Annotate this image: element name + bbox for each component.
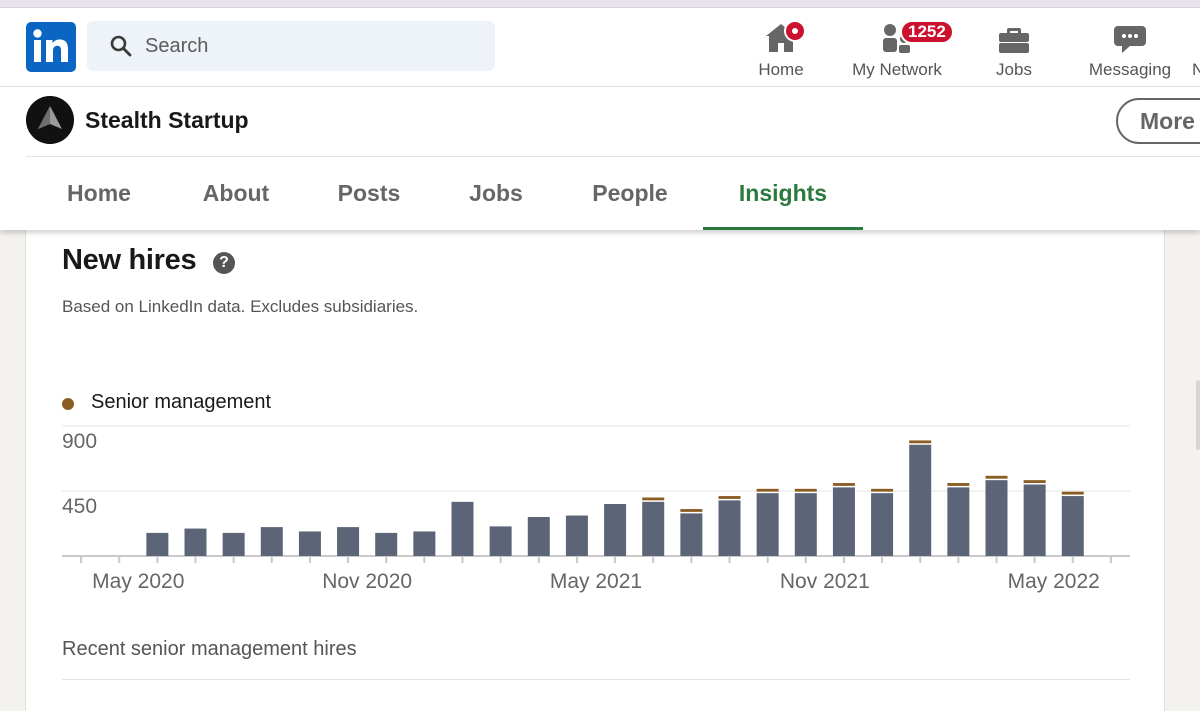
scrollbar[interactable] — [1196, 380, 1200, 450]
x-tick-label: May 2021 — [550, 570, 642, 593]
bar-other-hires — [565, 515, 588, 556]
nav-messaging[interactable]: Messaging — [1080, 16, 1180, 84]
bar-other-hires — [146, 532, 169, 556]
bar-other-hires — [794, 493, 817, 556]
bar-other-hires — [604, 504, 627, 556]
bar-senior-management — [947, 483, 970, 486]
bar-senior-management — [756, 488, 779, 492]
bar-senior-management — [1023, 480, 1046, 483]
bar-senior-management — [794, 488, 817, 492]
bar-other-hires — [451, 501, 474, 556]
section-divider — [62, 679, 1130, 680]
nav-messaging-label: Messaging — [1088, 60, 1172, 79]
bar-other-hires — [832, 487, 855, 556]
bar-other-hires — [1061, 496, 1084, 556]
bar-other-hires — [642, 501, 665, 556]
my-network-icon — [883, 24, 910, 53]
tab-posts[interactable]: Posts — [337, 180, 401, 206]
notification-dot-badge — [784, 20, 806, 42]
new-hires-card: New hires ? Based on LinkedIn data. Excl… — [25, 200, 1165, 711]
messaging-icon — [1114, 26, 1146, 53]
bar-other-hires — [413, 531, 436, 556]
bar-senior-management — [909, 440, 932, 444]
tab-insights[interactable]: Insights — [703, 157, 863, 230]
company-tabs: Home About Posts Jobs People Insights — [0, 157, 1200, 230]
tab-people[interactable]: People — [592, 180, 668, 206]
bar-senior-management — [1061, 491, 1084, 495]
page-gutter-right — [1185, 230, 1200, 711]
nav-home-label: Home — [758, 60, 804, 79]
new-hires-chart: 450 900 May 2020 Nov 2020 May 2021 Nov 2021 Ma… — [62, 425, 1130, 593]
recent-hires-label: Recent senior management hires — [62, 638, 357, 660]
network-count-badge: 1252 — [900, 20, 954, 44]
linkedin-logo[interactable] — [26, 22, 76, 72]
x-tick-label: Nov 2021 — [780, 570, 870, 593]
nav-my-network-label: My Network — [852, 60, 942, 79]
nav-my-network[interactable]: 1252 My Network — [842, 16, 954, 84]
y-tick-label: 900 — [62, 430, 97, 453]
bar-senior-management — [832, 483, 855, 486]
search-icon — [110, 35, 132, 57]
nav-truncated-label[interactable]: N — [1192, 60, 1200, 79]
bar-other-hires — [871, 493, 894, 556]
bar-other-hires — [947, 487, 970, 556]
search-input[interactable] — [145, 21, 475, 71]
card-subtitle: Based on LinkedIn data. Excludes subsidi… — [62, 297, 419, 316]
x-tick-label: Nov 2020 — [322, 570, 412, 593]
bar-other-hires — [298, 531, 321, 556]
tab-about[interactable]: About — [202, 180, 270, 206]
bar-other-hires — [1023, 484, 1046, 556]
page-gutter — [0, 230, 25, 711]
help-icon[interactable]: ? — [213, 252, 235, 274]
y-tick-label: 450 — [62, 495, 97, 518]
nav-home[interactable]: Home — [742, 16, 820, 84]
global-nav: Home 1252 My Network Jobs Messaging N — [0, 8, 1200, 87]
briefcase-icon — [999, 28, 1029, 53]
bar-other-hires — [756, 493, 779, 556]
bar-other-hires — [527, 517, 550, 556]
bar-senior-management — [680, 509, 703, 512]
bar-other-hires — [222, 532, 245, 556]
tab-home[interactable]: Home — [67, 180, 131, 206]
bar-other-hires — [909, 444, 932, 556]
bar-senior-management — [642, 497, 665, 501]
bar-other-hires — [260, 527, 283, 556]
header-divider — [26, 156, 1200, 157]
bar-other-hires — [337, 527, 360, 556]
bar-other-hires — [375, 532, 398, 556]
global-search[interactable] — [87, 21, 495, 71]
bar-other-hires — [718, 500, 741, 556]
company-logo[interactable] — [26, 96, 74, 144]
x-tick-label: May 2020 — [92, 570, 184, 593]
bar-other-hires — [489, 526, 512, 556]
company-name[interactable]: Stealth Startup — [85, 107, 249, 133]
legend-label-senior-management: Senior management — [91, 391, 272, 413]
bar-other-hires — [680, 513, 703, 556]
x-tick-label: May 2022 — [1008, 570, 1100, 593]
legend-swatch-senior-management — [62, 398, 74, 410]
browser-tab-strip — [0, 0, 1200, 8]
nav-jobs-label: Jobs — [996, 60, 1032, 79]
tab-jobs[interactable]: Jobs — [469, 180, 523, 206]
card-title: New hires — [62, 244, 197, 276]
bar-senior-management — [718, 496, 741, 499]
bar-other-hires — [985, 480, 1008, 556]
bar-senior-management — [871, 488, 894, 492]
nav-jobs[interactable]: Jobs — [982, 16, 1046, 84]
more-button[interactable]: More — [1116, 98, 1200, 144]
company-header: Stealth Startup More Home About Posts Jo… — [0, 87, 1200, 230]
bar-senior-management — [985, 475, 1008, 479]
bar-other-hires — [184, 528, 207, 556]
